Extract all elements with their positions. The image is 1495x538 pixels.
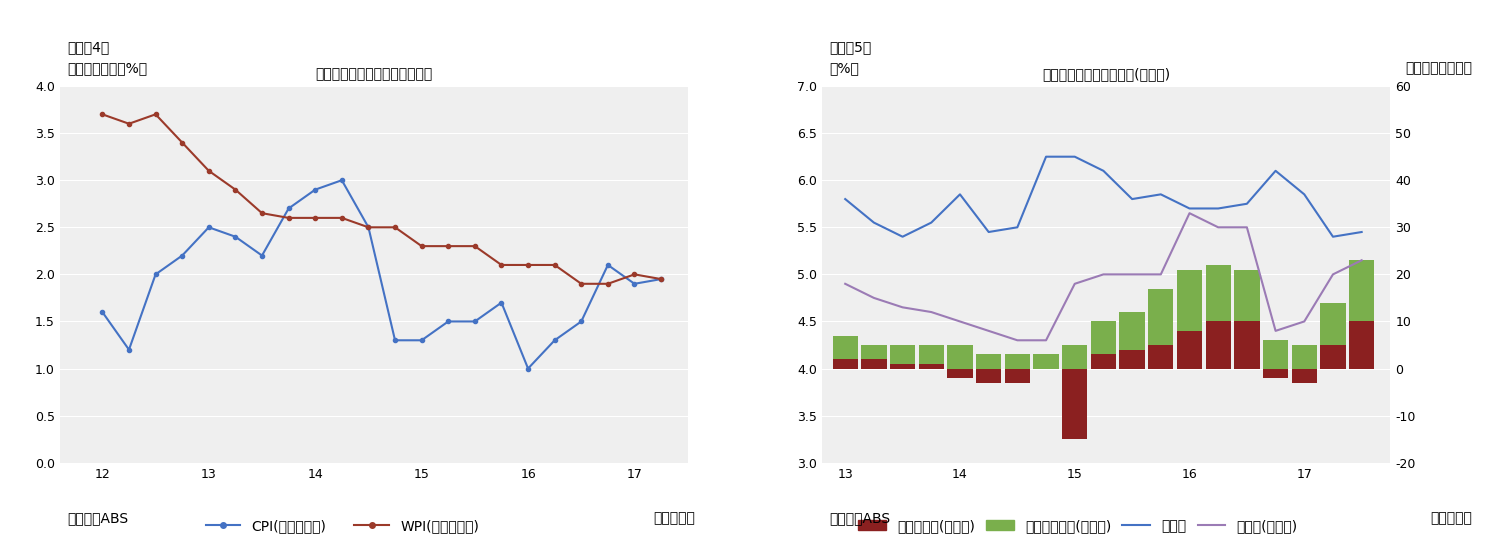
WPI(賃金上昇率): [386, 224, 404, 230]
WPI(賃金上昇率): [306, 215, 324, 221]
Title: インフレ率と賃金上昇率の推移: インフレ率と賃金上昇率の推移: [315, 67, 432, 81]
Bar: [918, 364, 943, 369]
WPI(賃金上昇率): [599, 281, 617, 287]
Line: CPI(インフレ率): CPI(インフレ率): [100, 178, 664, 371]
Bar: [1120, 312, 1145, 350]
Text: （前年比、万人）: （前年比、万人）: [1405, 61, 1473, 75]
CPI(インフレ率): [519, 365, 537, 372]
Bar: [1148, 345, 1174, 369]
WPI(賃金上昇率): [147, 111, 164, 118]
WPI(賃金上昇率): [652, 276, 670, 282]
CPI(インフレ率): [546, 337, 564, 344]
Bar: [976, 369, 1002, 383]
Bar: [1005, 369, 1030, 383]
WPI(賃金上昇率): [120, 121, 138, 127]
Text: （四半期）: （四半期）: [653, 511, 695, 525]
WPI(賃金上昇率): [359, 224, 377, 230]
Bar: [1292, 369, 1317, 383]
CPI(インフレ率): [652, 276, 670, 282]
Title: 失業率と就業者数の推移(原系列): 失業率と就業者数の推移(原系列): [1042, 67, 1171, 81]
Bar: [1061, 345, 1087, 369]
WPI(賃金上昇率): [333, 215, 351, 221]
WPI(賃金上昇率): [546, 261, 564, 268]
CPI(インフレ率): [226, 233, 244, 240]
Bar: [1292, 345, 1317, 369]
WPI(賃金上昇率): [466, 243, 484, 250]
Legend: CPI(インフレ率), WPI(賃金上昇率): CPI(インフレ率), WPI(賃金上昇率): [200, 513, 484, 538]
Bar: [1205, 265, 1230, 322]
Bar: [1148, 288, 1174, 345]
Text: （四半期）: （四半期）: [1431, 511, 1473, 525]
WPI(賃金上昇率): [492, 261, 510, 268]
Bar: [1091, 355, 1117, 369]
WPI(賃金上昇率): [253, 210, 271, 216]
Bar: [1061, 369, 1087, 439]
WPI(賃金上昇率): [280, 215, 298, 221]
CPI(インフレ率): [200, 224, 218, 230]
Bar: [1320, 302, 1346, 345]
Bar: [890, 345, 915, 364]
CPI(インフレ率): [466, 318, 484, 324]
Bar: [890, 364, 915, 369]
Bar: [1263, 341, 1289, 369]
Text: （前年同期比、%）: （前年同期比、%）: [67, 61, 148, 75]
Bar: [1235, 322, 1259, 369]
Bar: [1348, 322, 1374, 369]
Line: WPI(賃金上昇率): WPI(賃金上昇率): [100, 112, 664, 286]
Bar: [1205, 322, 1230, 369]
CPI(インフレ率): [93, 309, 111, 315]
CPI(インフレ率): [440, 318, 457, 324]
WPI(賃金上昇率): [173, 139, 191, 146]
WPI(賃金上昇率): [413, 243, 431, 250]
CPI(インフレ率): [147, 271, 164, 278]
Bar: [976, 355, 1002, 369]
Bar: [1033, 355, 1058, 369]
CPI(インフレ率): [253, 252, 271, 259]
Bar: [918, 345, 943, 364]
CPI(インフレ率): [599, 261, 617, 268]
Bar: [948, 345, 973, 369]
CPI(インフレ率): [120, 346, 138, 353]
CPI(インフレ率): [492, 299, 510, 306]
CPI(インフレ率): [625, 281, 643, 287]
CPI(インフレ率): [386, 337, 404, 344]
Bar: [1177, 270, 1202, 331]
Bar: [833, 336, 858, 359]
WPI(賃金上昇率): [625, 271, 643, 278]
CPI(インフレ率): [359, 224, 377, 230]
CPI(インフレ率): [413, 337, 431, 344]
Legend: フルタイム(右目盛), パートタイム(右目盛), 失業率, 就業者(右目盛): フルタイム(右目盛), パートタイム(右目盛), 失業率, 就業者(右目盛): [852, 513, 1304, 538]
Bar: [861, 345, 887, 359]
Bar: [948, 369, 973, 378]
Bar: [1263, 369, 1289, 378]
CPI(インフレ率): [173, 252, 191, 259]
Text: （%）: （%）: [830, 61, 860, 75]
CPI(インフレ率): [306, 187, 324, 193]
Text: （資料）ABS: （資料）ABS: [830, 511, 891, 525]
CPI(インフレ率): [333, 177, 351, 183]
Bar: [1120, 350, 1145, 369]
WPI(賃金上昇率): [573, 281, 591, 287]
CPI(インフレ率): [573, 318, 591, 324]
Bar: [1005, 355, 1030, 369]
Bar: [1177, 331, 1202, 369]
WPI(賃金上昇率): [519, 261, 537, 268]
Text: （図表5）: （図表5）: [830, 40, 872, 54]
Bar: [833, 359, 858, 369]
Bar: [1091, 321, 1117, 355]
Text: （資料）ABS: （資料）ABS: [67, 511, 129, 525]
WPI(賃金上昇率): [200, 168, 218, 174]
CPI(インフレ率): [280, 206, 298, 212]
WPI(賃金上昇率): [226, 187, 244, 193]
WPI(賃金上昇率): [93, 111, 111, 118]
Bar: [1235, 270, 1259, 322]
Bar: [1348, 260, 1374, 322]
WPI(賃金上昇率): [440, 243, 457, 250]
Bar: [1320, 345, 1346, 369]
Bar: [861, 359, 887, 369]
Text: （図表4）: （図表4）: [67, 40, 109, 54]
